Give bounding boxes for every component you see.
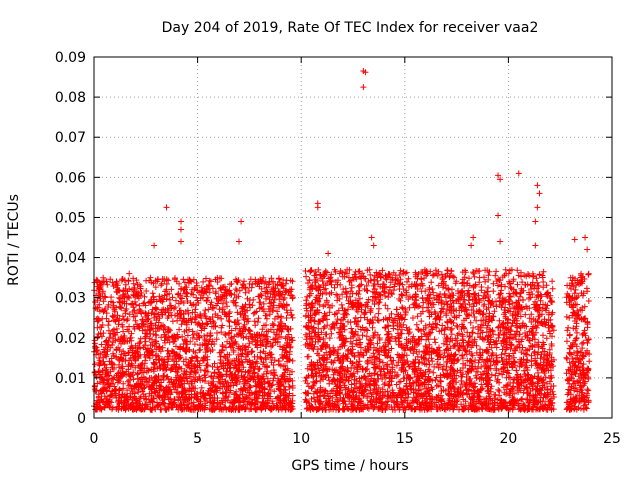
scatter-point xyxy=(468,242,475,249)
x-tick-label: 25 xyxy=(603,431,621,447)
y-tick-label: 0.09 xyxy=(55,50,86,66)
y-tick-label: 0.02 xyxy=(55,331,86,347)
y-axis-label: ROTI / TECUs xyxy=(6,194,22,286)
scatter-point xyxy=(178,226,185,233)
scatter-point xyxy=(497,238,504,245)
x-tick-label: 10 xyxy=(292,431,310,447)
scatter-point xyxy=(495,172,502,179)
scatter-point xyxy=(178,238,185,245)
scatter-point xyxy=(532,218,539,225)
y-tick-label: 0.08 xyxy=(55,90,86,106)
y-tick-label: 0.06 xyxy=(55,170,86,186)
scatter-point xyxy=(536,190,543,197)
x-tick-label: 20 xyxy=(499,431,517,447)
scatter-point xyxy=(582,234,589,241)
scatter-point xyxy=(370,242,377,249)
scatter-point xyxy=(126,270,133,277)
scatter-point xyxy=(163,204,170,211)
scatter-point xyxy=(362,69,369,76)
scatter-point xyxy=(515,170,522,177)
x-tick-label: 0 xyxy=(90,431,99,447)
y-tick-label: 0.04 xyxy=(55,251,86,267)
scatter-point xyxy=(178,218,185,225)
scatter-point xyxy=(360,84,367,91)
y-tick-label: 0.01 xyxy=(55,371,86,387)
scatter-point xyxy=(325,250,332,257)
x-axis-label: GPS time / hours xyxy=(291,458,408,474)
scatter-markers xyxy=(91,266,593,413)
scatter-point xyxy=(532,242,539,249)
scatter-point xyxy=(424,270,431,277)
scatter-point xyxy=(534,182,541,189)
scatter-point xyxy=(236,238,243,245)
x-tick-label: 5 xyxy=(193,431,202,447)
chart-title: Day 204 of 2019, Rate Of TEC Index for r… xyxy=(162,20,539,36)
scatter-point xyxy=(368,234,375,241)
y-tick-label: 0.07 xyxy=(55,130,86,146)
scatter-point xyxy=(584,246,591,253)
scatter-point xyxy=(534,204,541,211)
scatter-point xyxy=(497,176,504,183)
scatter-point xyxy=(470,234,477,241)
scatter-point xyxy=(314,204,321,211)
scatter-point xyxy=(151,242,158,249)
y-tick-label: 0 xyxy=(77,411,86,427)
x-tick-label: 15 xyxy=(396,431,414,447)
data-points xyxy=(91,68,593,413)
plot-frame xyxy=(93,56,613,419)
scatter-point xyxy=(495,212,502,219)
axis-ticks: 0 0.01 0.02 0.03 0.04 0.05 0.06 0.07 0.08 0.09 0 5 1… xyxy=(55,50,621,447)
y-tick-label: 0.03 xyxy=(55,291,86,307)
scatter-point xyxy=(571,236,578,243)
scatter-point xyxy=(238,218,245,225)
y-tick-label: 0.05 xyxy=(55,210,86,226)
